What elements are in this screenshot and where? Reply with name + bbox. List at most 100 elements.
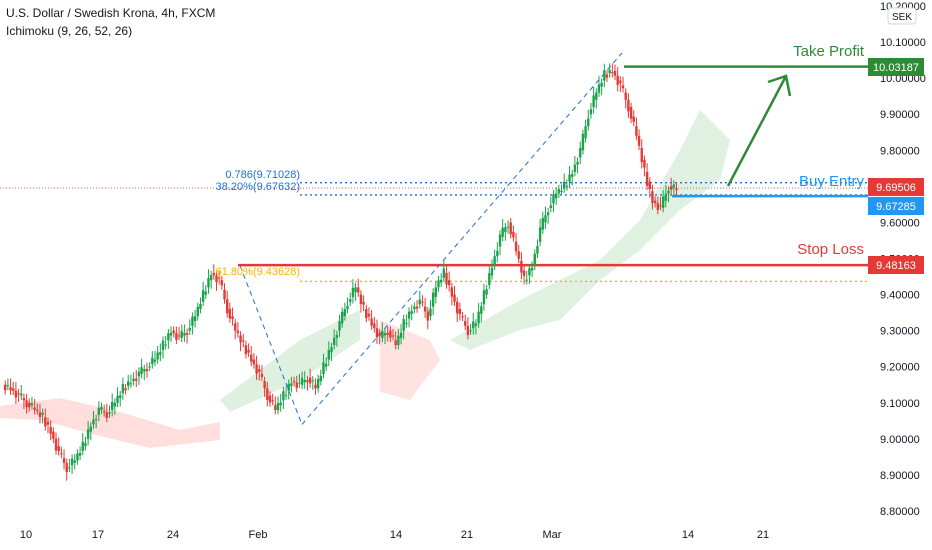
take-profit-arrowhead [767,74,792,97]
candle-body [453,294,456,302]
candle-body [78,453,82,456]
time-axis[interactable]: 10 17 24 Feb 14 21 Mar 14 21 [0,520,932,550]
candle-body [247,349,250,353]
candle-body [124,388,127,391]
candle-body [434,287,438,297]
candle-body [9,387,12,391]
candle-body [153,359,157,362]
y-tick-label: 10.00000 [880,73,926,85]
take-profit-label: Take Profit [793,43,865,60]
candle-body [327,350,331,360]
candle-body [485,289,488,295]
candle-body [100,406,103,410]
candlestick-series [4,63,678,481]
candle-body [447,280,451,286]
candle-body [378,333,381,336]
candle-body [44,417,47,427]
x-tick-label: 17 [92,529,104,541]
candle-body [212,272,216,276]
candle-body [520,260,523,273]
candle-body [41,412,44,415]
candle-body [108,412,111,414]
currency-badge [887,7,917,25]
current-price-tag [868,178,924,196]
candle-body [84,443,87,447]
candle-body [185,333,189,335]
candle-body [28,402,31,408]
candle-body [536,245,539,254]
candle-body [300,378,304,385]
candle-body [156,352,159,360]
candle-body [199,303,202,309]
candle-body [148,366,151,368]
candle-body [501,227,504,237]
candle-body [557,189,561,194]
candle-body [113,402,117,407]
candle-body [357,287,360,293]
candle-body [509,222,512,235]
candle-body [461,316,464,318]
trade-levels [0,52,868,425]
candle-body [653,200,657,204]
candle-body [207,277,210,288]
candle-body [46,422,50,425]
candle-body [472,321,475,329]
candle-body [263,381,266,389]
candle-body [306,379,309,382]
candle-body [196,306,199,317]
candle-body [159,352,162,355]
x-tick-label: 21 [461,529,473,541]
candle-body [137,371,141,377]
candle-body [319,376,323,382]
candle-body [568,174,571,182]
candle-body [592,95,595,107]
candle-body [514,241,518,252]
y-tick-label: 9.90000 [880,109,920,121]
candle-body [274,405,277,410]
buy-entry-price-tag [868,197,924,215]
candle-body [151,357,154,365]
candle-body [191,316,194,326]
candle-body [391,335,395,337]
candle-body [175,333,178,340]
stop-loss-price-text: 9.48163 [876,260,916,272]
candle-body [250,354,253,362]
candle-body [161,340,165,350]
candle-body [140,367,143,374]
current-price-text: 9.69506 [876,182,916,194]
price-axis[interactable]: 10.2000010.1000010.000009.900009.800009.… [868,0,932,520]
candle-body [65,462,68,473]
candle-body [81,441,84,451]
candle-body [530,267,534,271]
candle-body [645,171,649,186]
candle-body [354,287,357,293]
candle-body [442,268,446,278]
y-tick-label: 10.10000 [880,37,926,49]
candle-body [415,306,419,309]
candle-body [282,391,285,401]
candle-body [624,92,627,100]
y-tick-label: 9.30000 [880,326,920,338]
currency-badge-text: SEK [892,12,912,23]
candle-body [129,383,133,385]
candle-body [410,311,413,314]
candle-body [164,344,167,346]
candle-body [504,227,507,233]
y-tick-label: 8.90000 [880,470,920,482]
candle-body [651,191,654,203]
candle-body [522,270,526,276]
candle-body [605,74,609,78]
candle-body [632,116,635,122]
candle-body [490,267,494,276]
candle-body [335,334,339,338]
candle-body [538,227,542,242]
cloud-red [0,398,220,448]
candle-body [38,412,42,417]
candle-body [25,400,28,408]
candle-body [533,253,536,266]
candle-body [36,410,39,411]
candle-body [6,384,10,386]
candle-body [595,92,598,100]
candle-body [30,403,34,406]
